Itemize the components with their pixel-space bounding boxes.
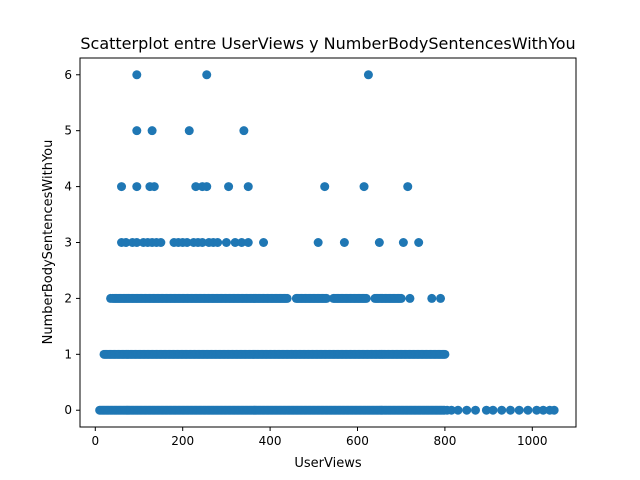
data-point [313,238,323,247]
points-layer [95,70,559,415]
x-tick-label: 1000 [517,434,548,448]
data-point [202,70,212,80]
data-point [121,238,131,247]
data-point [414,238,424,247]
data-point [361,293,371,303]
data-point [224,182,234,192]
data-point [106,293,116,303]
y-tick-label: 3 [64,236,72,250]
y-tick-label: 6 [64,68,72,82]
ticks-layer: 0 200 400 600 800 1000 0 1 2 3 4 5 6 [64,68,547,448]
data-point [230,238,240,247]
data-point [470,405,480,415]
data-point [132,70,142,80]
data-point [202,182,212,192]
data-point [132,126,142,136]
y-tick-label: 5 [64,124,72,138]
x-tick-label: 800 [433,434,456,448]
x-tick-label: 400 [259,434,282,448]
data-point [132,238,142,247]
data-point [117,182,127,192]
data-point [427,293,437,303]
data-point [221,238,231,247]
y-tick-label: 2 [64,291,72,305]
data-point [282,293,292,303]
data-point [405,293,415,303]
data-point [549,405,559,415]
data-point [191,182,201,192]
data-point [184,126,194,136]
x-axis-label: UserViews [294,456,361,471]
data-point [147,126,157,136]
data-point [453,405,463,415]
data-point [462,405,472,415]
data-point [481,405,491,415]
data-point [436,293,446,303]
y-tick-label: 0 [64,403,72,417]
plot-frame [79,57,577,428]
data-point [396,293,406,303]
y-tick-label: 1 [64,347,72,361]
data-point [197,238,207,247]
data-point [497,405,507,415]
data-point [182,238,192,247]
data-point [532,405,542,415]
data-point [213,238,223,247]
y-axis-label: NumberBodySentencesWithYou [41,140,56,345]
data-point [259,238,269,247]
data-point [156,238,166,247]
data-point [239,126,249,136]
x-tick-label: 200 [171,434,194,448]
data-point [446,405,456,415]
x-tick-label: 600 [346,434,369,448]
data-point [374,238,384,247]
data-point [440,349,450,359]
data-point [403,182,413,192]
data-point [237,238,247,247]
x-tick-label: 0 [91,434,99,448]
data-point [363,70,373,80]
data-point [505,405,515,415]
data-point [359,182,369,192]
data-point [523,405,533,415]
data-point [339,238,349,247]
data-point [320,182,330,192]
chart-title: Scatterplot entre UserViews y NumberBody… [80,34,575,53]
data-point [488,405,498,415]
y-tick-label: 4 [64,180,72,194]
data-point [149,182,159,192]
data-point [321,293,331,303]
data-point [538,405,548,415]
data-point [243,182,253,192]
data-point [243,238,253,247]
data-point [132,182,142,192]
data-point [398,238,408,247]
data-point [514,405,524,415]
